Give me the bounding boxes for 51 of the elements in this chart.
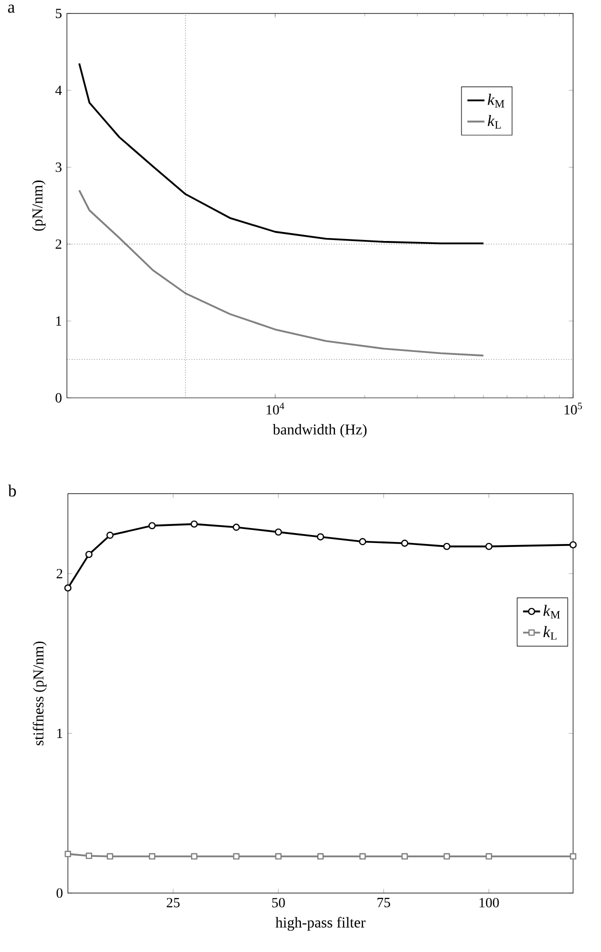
point [570, 853, 576, 860]
y-axis-title: (pN/nm) [32, 180, 46, 231]
point [485, 542, 492, 550]
point [85, 550, 93, 558]
point [232, 524, 240, 531]
point [443, 542, 450, 550]
y-tick-label: 4 [55, 86, 62, 95]
point [86, 852, 92, 860]
chart-title: a [8, 4, 15, 13]
point [106, 532, 114, 539]
point [569, 541, 577, 548]
legend-label: k$_{L}$ [543, 626, 556, 640]
x-axis-title: high-pass filter [275, 916, 366, 931]
point [358, 538, 366, 546]
y-tick-label: 2 [56, 568, 62, 578]
legend-label: k$_{M}$ [543, 604, 560, 619]
point [148, 522, 156, 530]
point [190, 520, 198, 528]
y-tick-label: 5 [56, 8, 62, 18]
x-axis-title: bandwidth (Hz) [272, 424, 367, 438]
y-axis-title: stiffness (pN/nm) [32, 642, 47, 746]
point [64, 850, 72, 858]
y-tick-label: 2 [56, 239, 62, 249]
legend-label: k$_{L}$ [488, 114, 501, 129]
x-tick-label: 10$^{4}$ [266, 402, 284, 415]
x-tick-label: 75 [378, 898, 390, 908]
point [275, 853, 282, 860]
y-tick-label: 1 [57, 728, 62, 738]
x-tick-label: 10$^{5}$ [564, 402, 582, 414]
x-tick-label: 25 [166, 898, 180, 908]
point [274, 528, 282, 536]
y-tick-label: 0 [56, 393, 62, 403]
y-tick-label: 0 [56, 888, 62, 898]
point [148, 853, 156, 860]
point [486, 853, 492, 860]
point [106, 853, 114, 860]
chart-title: b [8, 484, 16, 497]
point [190, 853, 198, 860]
x-tick-label: 50 [272, 898, 285, 908]
legend-label: k$_{M}$ [488, 94, 504, 108]
x-tick-label: 100 [480, 898, 499, 908]
point [444, 853, 450, 860]
point [316, 533, 324, 540]
point [64, 584, 72, 592]
y-tick-label: 3 [56, 162, 62, 172]
point [317, 853, 324, 860]
point [401, 540, 408, 547]
y-tick-label: 1 [56, 316, 62, 326]
point [359, 853, 366, 860]
point [233, 853, 240, 860]
point [401, 853, 408, 860]
